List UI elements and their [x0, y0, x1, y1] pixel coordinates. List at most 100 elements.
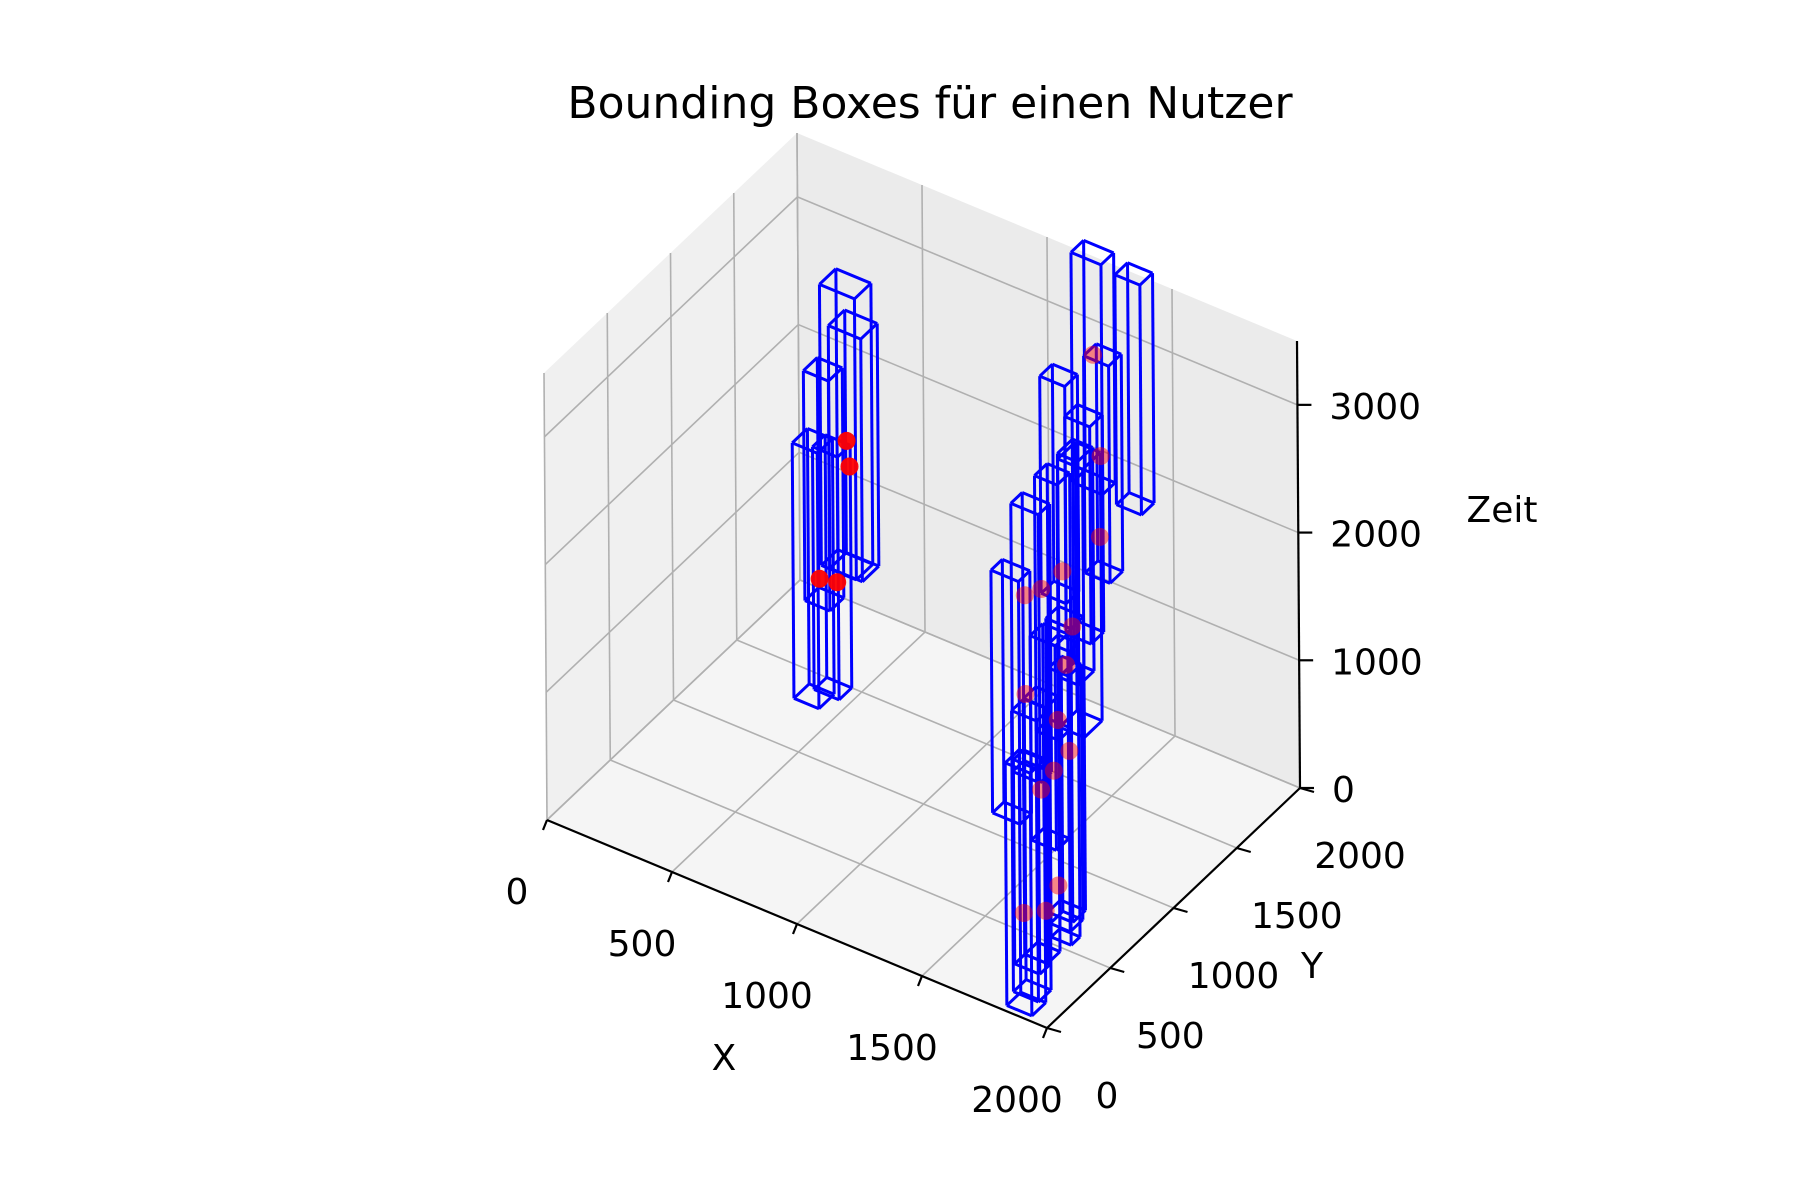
bounding-box-edge: [827, 366, 844, 383]
z-gridline-left: [543, 196, 798, 438]
bounding-box-edge: [805, 428, 811, 684]
x-tick: [791, 923, 799, 935]
bounding-box-edge: [1063, 373, 1079, 388]
bounding-box-edge: [1020, 990, 1047, 1005]
bounding-box-edge: [1140, 501, 1156, 517]
bounding-box-edge: [1017, 749, 1023, 993]
bounding-box: [1113, 261, 1156, 517]
bounding-box-edge: [1051, 362, 1078, 376]
bounding-box-edge: [1050, 935, 1072, 947]
bounding-box-edge: [1056, 438, 1074, 455]
bounding-box-edge: [1001, 557, 1031, 573]
bounding-box-edge: [811, 445, 839, 459]
bounding-box-edge: [1000, 559, 1006, 803]
bounding-box-edge: [1057, 633, 1079, 645]
x-tick-label: 2000: [971, 1080, 1063, 1121]
bounding-box-edge: [1010, 709, 1038, 723]
chart-title: Bounding Boxes für einen Nutzer: [567, 78, 1293, 129]
bounding-box-edge: [1023, 697, 1050, 711]
bounding-box-edge: [1044, 605, 1060, 620]
bounding-box-edge: [989, 570, 995, 813]
bounding-box-edge: [1005, 991, 1022, 1007]
y-tick-label: 500: [1136, 1016, 1205, 1057]
bounding-box-edge: [1035, 685, 1059, 698]
data-point: [1053, 562, 1072, 581]
bounding-box-edge: [1039, 374, 1066, 388]
bounding-box-edge: [1119, 354, 1125, 572]
data-point: [840, 457, 859, 476]
data-point: [810, 569, 829, 588]
bounding-box-edge: [802, 356, 819, 372]
bounding-box-edge: [1004, 748, 1021, 764]
bounding-box-edge: [801, 370, 807, 601]
bounding-box-edge: [802, 369, 829, 383]
bounding-box-edge: [859, 339, 864, 582]
z-gridline-left: [545, 451, 800, 693]
bounding-box-edge: [835, 267, 872, 285]
bounding-box-edge: [840, 367, 846, 598]
y-gridline-left: [732, 192, 738, 641]
bounding-box-edge: [1113, 274, 1118, 505]
bounding-box-edge: [823, 434, 829, 678]
bounding-box-edge: [813, 688, 840, 702]
bounding-box: [1003, 748, 1048, 1018]
bounding-box-edge: [875, 323, 881, 567]
bounding-box-edge: [810, 446, 816, 690]
bounding-box-edge: [1063, 403, 1079, 418]
y-tick: [1173, 906, 1188, 914]
x-gridline-back: [921, 184, 926, 633]
bounding-box-edge: [1055, 471, 1071, 487]
bounding-box-edge: [1033, 474, 1058, 487]
z-gridline-back: [797, 196, 1298, 406]
bounding-box-edge: [1069, 615, 1085, 630]
z-tick-label: 2000: [1330, 515, 1422, 556]
bounding-box-edge: [1074, 440, 1101, 454]
bounding-box-edge: [838, 686, 853, 701]
data-point: [828, 573, 847, 592]
x-tick: [541, 819, 549, 831]
bounding-box-edge: [855, 563, 874, 581]
z-tick-label: 3000: [1329, 387, 1421, 428]
y-tick-label: 0: [1096, 1076, 1119, 1117]
bounding-box-edge: [1017, 569, 1031, 583]
y-gridline-left: [669, 252, 675, 701]
bounding-box-edge: [1030, 1001, 1047, 1017]
bounding-box-edge: [1036, 514, 1042, 783]
bounding-box-edge: [1029, 758, 1046, 775]
bounding-box-edge: [1033, 462, 1049, 477]
x-tick: [1041, 1027, 1049, 1039]
bounding-box-edge: [1029, 622, 1044, 637]
bounding-box-edge: [1048, 641, 1070, 653]
bounding-box-edge: [818, 282, 856, 301]
bounding-box-edge: [1056, 441, 1077, 461]
data-point: [1057, 655, 1076, 674]
bounding-box-edge: [1091, 447, 1096, 671]
bounding-box-edge: [1010, 697, 1026, 712]
bounding-box-edge: [1003, 800, 1033, 815]
bounding-box-edge: [1076, 403, 1103, 417]
y-gridline-floor: [673, 699, 1174, 909]
data-point: [1063, 617, 1082, 636]
bounding-box-edge: [1014, 962, 1041, 976]
bounding-box-edge: [1037, 502, 1051, 516]
bounding-box-edge: [1114, 273, 1141, 287]
bounding-box-edge: [990, 568, 1020, 583]
bounding-box-edge: [1035, 707, 1051, 723]
z-gridline-left: [544, 323, 799, 566]
z-tick-label: 1000: [1331, 642, 1423, 683]
bounding-box-edge: [793, 696, 820, 711]
bounding-box-edge: [1059, 655, 1065, 912]
bounding-box-edge: [1088, 413, 1104, 429]
bounding-box-edge: [1070, 935, 1082, 947]
bounding-box-edge: [830, 438, 836, 695]
x-axis-label: X: [712, 1038, 737, 1079]
bounding-box-edge: [1071, 437, 1094, 449]
y-tick-label: 2000: [1314, 836, 1406, 877]
bounding-box-edge: [1053, 646, 1058, 851]
bounding-box-edge: [1138, 285, 1143, 516]
y-tick: [1046, 1026, 1062, 1034]
bounding-box-edge: [1079, 664, 1085, 920]
bounding-box-edge: [869, 283, 875, 565]
bounding-box-edge: [1095, 342, 1122, 356]
bounding-box-edge: [843, 309, 848, 553]
